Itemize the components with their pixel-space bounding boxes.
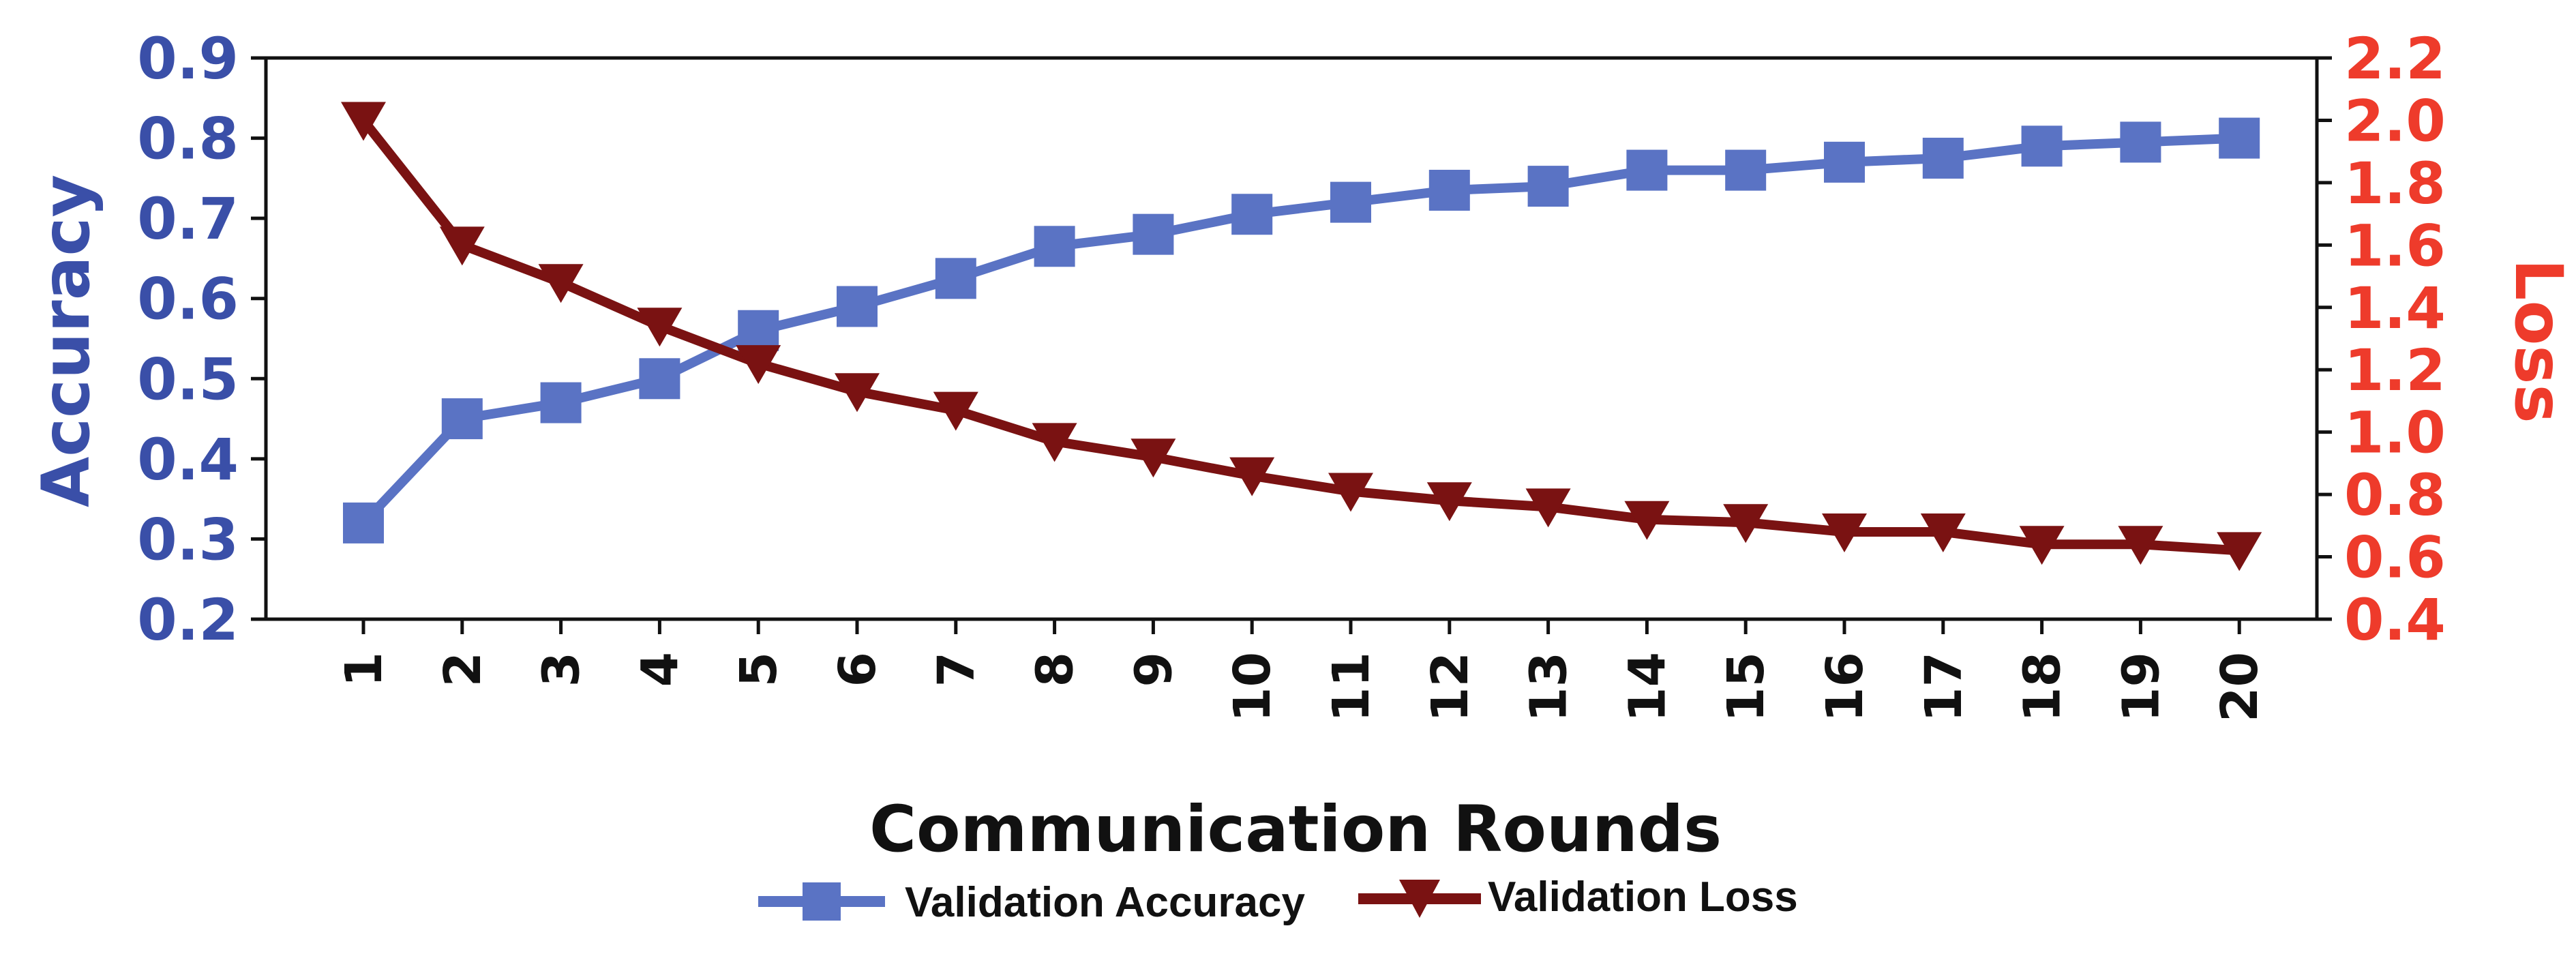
data-point-loss — [341, 102, 386, 141]
left-tick-label: 0.6 — [137, 266, 239, 333]
left-tick-label: 0.2 — [137, 586, 239, 653]
data-point-accuracy — [343, 502, 384, 543]
right-y-axis-title: Loss — [2500, 258, 2576, 423]
data-point-loss — [637, 308, 683, 347]
data-point-accuracy — [837, 286, 878, 327]
legend-loss-label: Validation Loss — [1488, 874, 1798, 921]
legend-loss-marker — [1399, 880, 1440, 918]
x-tick-label: 4 — [631, 652, 689, 687]
data-point-loss — [1723, 504, 1769, 543]
x-tick-label: 9 — [1124, 652, 1183, 687]
x-tick-label: 15 — [1717, 652, 1776, 722]
legend-item-loss: Validation Loss — [1358, 874, 1798, 921]
right-tick-label: 0.6 — [2344, 524, 2446, 591]
plot-frame — [264, 56, 2319, 621]
x-tick-label: 13 — [1520, 652, 1578, 722]
right-y-axis-ticks: 0.40.60.81.01.21.41.61.82.02.2 — [2317, 25, 2446, 653]
data-point-accuracy — [2219, 117, 2260, 159]
data-point-loss — [1822, 513, 1867, 552]
left-tick-label: 0.7 — [137, 185, 239, 252]
right-tick-label: 0.4 — [2344, 586, 2446, 653]
legend-accuracy-marker — [803, 882, 841, 921]
x-tick-label: 12 — [1421, 652, 1480, 722]
left-y-axis-ticks: 0.2 0.3 0.4 0.5 0.6 0.7 0.8 0.9 — [137, 25, 266, 653]
legend-item-accuracy: Validation Accuracy — [758, 879, 1305, 926]
x-tick-label: 11 — [1322, 652, 1381, 722]
x-tick-label: 1 — [335, 652, 393, 687]
right-tick-label: 1.2 — [2344, 337, 2446, 404]
data-point-loss — [1920, 513, 1966, 552]
x-tick-label: 18 — [2013, 652, 2072, 722]
legend-accuracy-label: Validation Accuracy — [905, 879, 1305, 926]
data-point-accuracy — [1330, 181, 1371, 223]
data-point-accuracy — [1626, 149, 1668, 191]
right-tick-label: 1.6 — [2344, 212, 2446, 279]
data-point-loss — [1624, 501, 1670, 540]
x-tick-label: 19 — [2112, 652, 2170, 722]
data-point-loss — [1229, 457, 1275, 496]
x-tick-label: 2 — [434, 652, 492, 687]
series-line-accuracy — [359, 133, 2240, 526]
x-tick-label: 3 — [533, 652, 591, 687]
left-tick-label: 0.4 — [137, 426, 239, 493]
right-tick-label: 2.2 — [2344, 25, 2446, 92]
data-point-loss — [2118, 526, 2163, 565]
x-tick-label: 14 — [1618, 652, 1677, 722]
data-point-loss — [835, 373, 880, 413]
right-tick-label: 1.8 — [2344, 150, 2446, 217]
plot-area — [264, 56, 2319, 621]
x-tick-label: 6 — [828, 652, 887, 687]
x-tick-label: 7 — [927, 652, 986, 687]
left-tick-label: 0.9 — [137, 25, 239, 92]
data-point-loss — [2019, 526, 2065, 565]
data-point-loss — [439, 226, 485, 266]
left-y-axis-title: Accuracy — [28, 175, 104, 507]
x-tick-label: 10 — [1223, 652, 1282, 722]
x-tick-label: 8 — [1026, 652, 1085, 687]
data-point-loss — [538, 264, 584, 303]
data-point-accuracy — [1527, 166, 1569, 207]
data-point-loss — [1426, 482, 1472, 522]
data-point-loss — [1328, 473, 1373, 512]
series-layer — [341, 102, 2262, 571]
data-point-loss — [933, 391, 978, 431]
data-point-loss — [736, 345, 781, 385]
left-tick-label: 0.8 — [137, 106, 239, 173]
data-point-accuracy — [2120, 121, 2161, 163]
data-point-accuracy — [935, 258, 976, 299]
data-point-loss — [1525, 488, 1571, 528]
data-point-accuracy — [540, 382, 582, 423]
right-tick-label: 1.4 — [2344, 275, 2446, 342]
series-line-loss — [359, 117, 2240, 556]
x-tick-label: 20 — [2211, 652, 2269, 722]
data-point-accuracy — [1133, 213, 1174, 255]
data-point-accuracy — [1231, 194, 1273, 235]
data-point-accuracy — [1922, 137, 1964, 179]
data-point-accuracy — [2021, 125, 2063, 167]
left-tick-label: 0.5 — [137, 346, 239, 413]
data-point-accuracy — [1824, 141, 1865, 183]
legend: Validation Accuracy Validation Loss — [758, 874, 1798, 926]
data-point-loss — [1130, 438, 1176, 478]
data-point-accuracy — [639, 358, 680, 400]
x-tick-label: 5 — [730, 652, 788, 687]
left-tick-label: 0.3 — [137, 506, 239, 573]
data-point-loss — [2217, 532, 2262, 571]
data-point-accuracy — [441, 398, 483, 440]
x-axis-ticks: 1 2 3 4 5 6 7 8 9 10 11 12 13 14 15 16 17 18 19 20 — [335, 619, 2269, 722]
data-point-accuracy — [1428, 169, 1470, 211]
right-tick-label: 2.0 — [2344, 87, 2446, 154]
right-tick-label: 1.0 — [2344, 400, 2446, 466]
right-tick-label: 0.8 — [2344, 462, 2446, 528]
data-point-accuracy — [1034, 226, 1075, 267]
x-tick-label: 17 — [1915, 652, 1973, 722]
x-axis-title: Communication Rounds — [869, 792, 1722, 867]
x-tick-label: 16 — [1816, 652, 1874, 722]
data-point-loss — [1032, 423, 1077, 462]
data-point-accuracy — [1725, 149, 1767, 191]
data-point-accuracy — [738, 310, 779, 351]
